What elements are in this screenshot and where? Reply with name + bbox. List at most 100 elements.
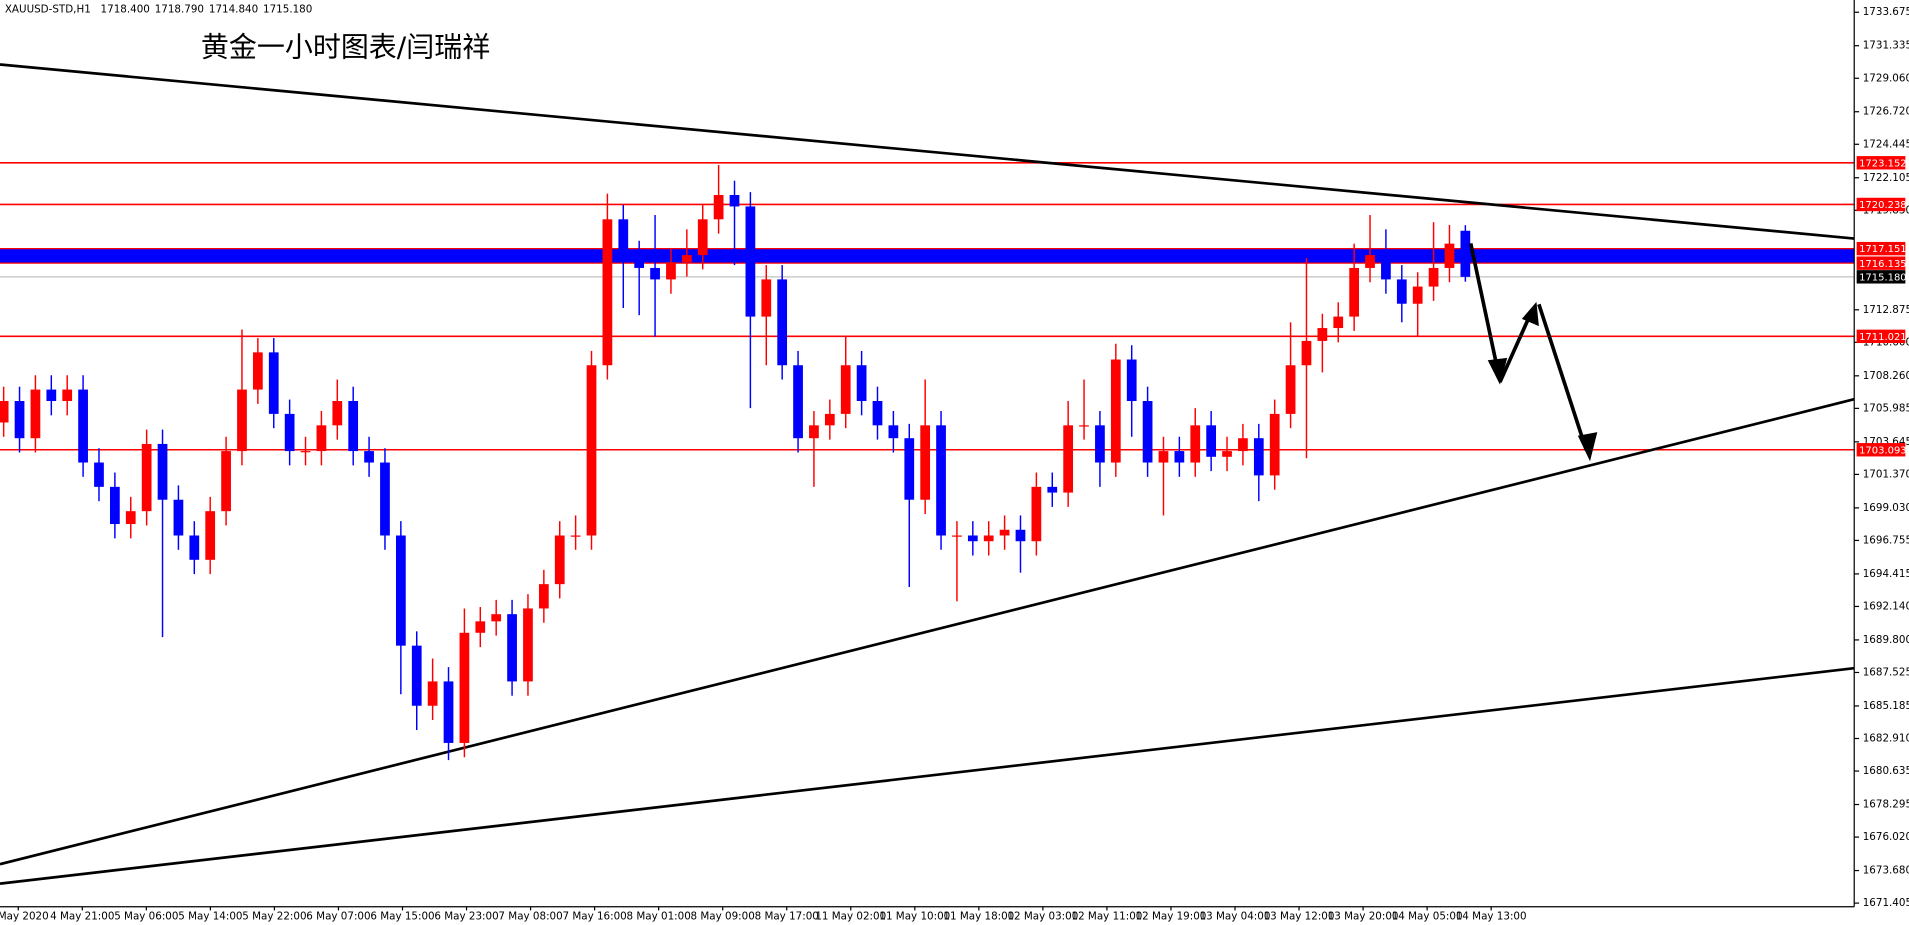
- candle-body: [1158, 451, 1169, 463]
- y-tick-label: 1673.680: [1863, 865, 1909, 877]
- x-tick-label: 8 May 09:00: [691, 910, 755, 922]
- candle-body: [983, 535, 994, 542]
- y-tick-label: 1731.335: [1863, 40, 1909, 52]
- x-tick-label: 5 May 06:00: [114, 910, 178, 922]
- candle-body: [459, 632, 470, 743]
- candle-body: [1285, 365, 1296, 414]
- candle-body: [840, 365, 851, 414]
- candle-body: [1047, 486, 1058, 493]
- candle-body: [1174, 451, 1185, 463]
- x-tick-label: 8 May 17:00: [755, 910, 819, 922]
- x-tick-label: 6 May 23:00: [434, 910, 498, 922]
- arrow-line: [1537, 303, 1589, 451]
- symbol-header: XAUUSD-STD,H1 1718.400 1718.790 1714.840 171…: [5, 4, 312, 16]
- candle-body: [30, 389, 41, 439]
- candle-body: [364, 451, 374, 463]
- candle-body: [1206, 425, 1217, 457]
- candle-body: [824, 413, 835, 426]
- candle-body: [14, 401, 25, 439]
- candle-body: [602, 219, 613, 366]
- candle-body: [681, 255, 692, 263]
- candle-body: [1333, 316, 1344, 329]
- x-tick-label: 8 May 01:00: [627, 910, 691, 922]
- candle-body: [888, 425, 899, 439]
- y-tick-label: 1671.405: [1863, 897, 1909, 909]
- candle-body: [62, 389, 73, 402]
- y-tick-label: 1729.060: [1863, 72, 1909, 84]
- x-tick-label: 7 May 08:00: [498, 910, 562, 922]
- candle-body: [872, 401, 883, 426]
- candle-body: [1428, 267, 1439, 287]
- candle-body: [1381, 255, 1391, 280]
- y-tick-label: 1678.295: [1863, 799, 1909, 811]
- candle-body: [252, 352, 263, 390]
- price-tag: [1856, 241, 1906, 256]
- x-tick-label: 13 May 20:00: [1328, 910, 1399, 922]
- price-tag-label: 1711.021: [1859, 332, 1907, 343]
- candle-body: [78, 389, 88, 463]
- candle-body: [316, 425, 327, 452]
- y-tick-label: 1708.260: [1863, 370, 1909, 382]
- candle-body: [1015, 529, 1026, 542]
- candle-body: [491, 614, 502, 622]
- candle-body: [666, 262, 676, 280]
- candle-body: [109, 486, 120, 525]
- candle-body: [538, 584, 549, 609]
- price-tag: [1856, 270, 1906, 284]
- price-tag: [1856, 156, 1906, 170]
- candle-body: [650, 267, 660, 280]
- y-tick-label: 1703.645: [1863, 436, 1909, 448]
- x-tick-label: 11 May 10:00: [879, 910, 950, 922]
- price-tag: [1856, 443, 1906, 457]
- candle-body: [125, 511, 136, 525]
- candle-body: [1365, 255, 1375, 268]
- candle-body: [1142, 401, 1153, 463]
- candle-body: [332, 401, 343, 426]
- candle-body: [300, 451, 311, 453]
- y-tick-label: 1696.755: [1863, 534, 1909, 546]
- x-tick-label: 12 May 03:00: [1007, 910, 1078, 922]
- candle-body: [46, 389, 57, 402]
- candle-body: [141, 443, 152, 512]
- y-tick-label: 1726.720: [1863, 106, 1909, 118]
- y-tick-label: 1699.030: [1863, 502, 1909, 514]
- x-tick-label: 11 May 02:00: [815, 910, 886, 922]
- candle-body: [348, 401, 359, 452]
- x-tick-label: 13 May 12:00: [1264, 910, 1335, 922]
- candle-body: [395, 535, 406, 646]
- candle-body: [586, 365, 597, 536]
- y-tick-label: 1701.370: [1863, 468, 1909, 480]
- candle-body: [1222, 451, 1232, 457]
- y-tick-label: 1733.675: [1863, 6, 1909, 18]
- candle-body: [94, 462, 104, 487]
- x-tick-label: 11 May 18:00: [943, 910, 1014, 922]
- y-tick-label: 1689.800: [1863, 634, 1909, 646]
- x-tick-label: 12 May 19:00: [1136, 910, 1207, 922]
- price-tag: [1856, 329, 1906, 344]
- candle-body: [507, 614, 517, 682]
- candle-body: [936, 425, 946, 536]
- candle-body: [284, 413, 295, 452]
- price-tags: 1717.151 1716.135 1723.152 1720.238 1711.021…: [1856, 156, 1907, 457]
- candle-body: [1460, 230, 1471, 277]
- arrow-head: [1577, 432, 1598, 462]
- arrow-line: [1468, 243, 1501, 376]
- candle-body: [443, 681, 454, 743]
- x-tick-label: 6 May 15:00: [370, 910, 434, 922]
- quote-value: 1718.400: [101, 4, 150, 16]
- candle-body: [1238, 438, 1248, 452]
- candle-body: [745, 206, 756, 317]
- candle-body: [1095, 425, 1105, 463]
- candle-body: [809, 425, 819, 439]
- candle-body: [173, 499, 184, 536]
- quote-value: 1718.790: [155, 4, 204, 16]
- y-tick-label: 1724.445: [1863, 138, 1909, 150]
- candle-body: [1110, 359, 1121, 463]
- candle-body: [761, 279, 772, 317]
- candle-body: [999, 529, 1010, 536]
- candle-body: [1190, 425, 1201, 463]
- candle-body: [1301, 340, 1312, 366]
- candle-body: [1317, 328, 1328, 341]
- candle-body: [268, 352, 279, 414]
